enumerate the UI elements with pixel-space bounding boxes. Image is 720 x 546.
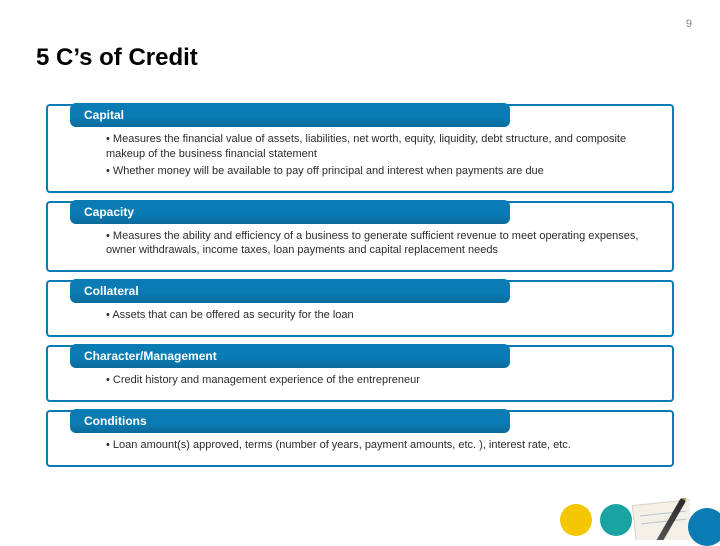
dot-yellow-icon [560,504,592,536]
section-body: Measures the ability and efficiency of a… [48,225,672,271]
section-box: Collateral Assets that can be offered as … [46,280,674,337]
slide-title: 5 C’s of Credit [36,44,198,72]
section-box: Capacity Measures the ability and efficie… [46,201,674,273]
bullet-item: Assets that can be offered as security f… [106,308,654,323]
section-heading: Character/Management [70,344,510,368]
bullet-item: Measures the ability and efficiency of a… [106,229,654,259]
section-heading: Capital [70,103,510,127]
section-box: Capital Measures the financial value of a… [46,104,674,193]
dot-teal-icon [600,504,632,536]
section-heading: Conditions [70,409,510,433]
section-body: Loan amount(s) approved, terms (number o… [48,434,672,465]
bullet-item: Credit history and management experience… [106,373,654,388]
section-body: Measures the financial value of assets, … [48,128,672,191]
section-body: Assets that can be offered as security f… [48,304,672,335]
corner-decoration [530,492,720,540]
section-heading: Collateral [70,279,510,303]
bullet-item: Measures the financial value of assets, … [106,132,654,162]
bullet-item: Loan amount(s) approved, terms (number o… [106,438,654,453]
section-box: Conditions Loan amount(s) approved, terms… [46,410,674,467]
section-box: Character/Management Credit history and m… [46,345,674,402]
bullet-item: Whether money will be available to pay o… [106,164,654,179]
section-heading: Capacity [70,200,510,224]
pen-paper-icon [632,498,690,540]
sections-container: Capital Measures the financial value of a… [46,104,674,475]
dot-blue-icon [688,508,720,546]
section-body: Credit history and management experience… [48,369,672,400]
page-number: 9 [686,18,692,30]
